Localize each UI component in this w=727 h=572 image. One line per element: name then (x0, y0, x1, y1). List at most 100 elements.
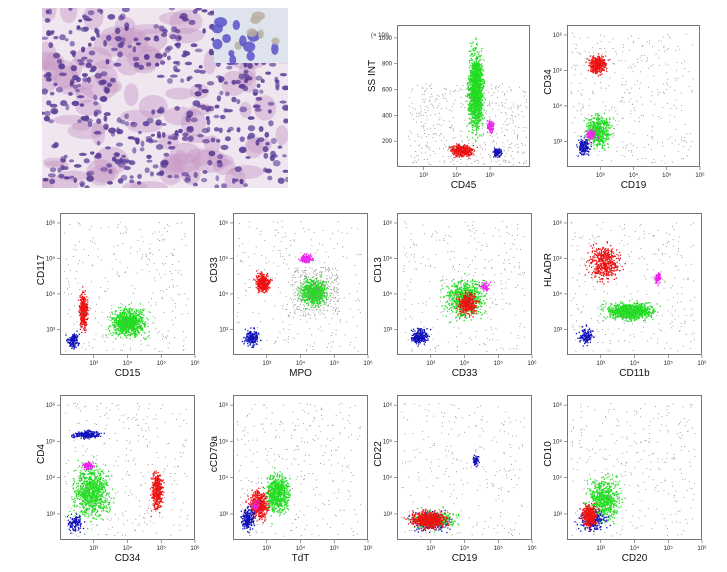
event-dot (114, 313, 116, 315)
event-dot (675, 128, 677, 130)
event-dot (602, 121, 604, 124)
event-dot (597, 126, 599, 128)
event-dot (476, 122, 478, 124)
event-dot (430, 114, 432, 116)
event-dot (596, 58, 598, 60)
event-dot (112, 324, 114, 326)
event-dot (474, 95, 476, 97)
event-dot (603, 69, 605, 72)
event-dot (599, 139, 601, 141)
event-dot (494, 151, 496, 154)
event-dot (452, 145, 454, 148)
event-dot (472, 85, 475, 87)
event-dot (605, 140, 607, 142)
event-dot (137, 322, 139, 324)
event-dot (525, 105, 527, 107)
event-dot (125, 321, 127, 323)
event-dot (490, 127, 492, 129)
event-dot (598, 129, 600, 131)
event-dot (587, 138, 589, 141)
event-dot (133, 330, 135, 332)
event-dot (483, 142, 485, 144)
event-dot (653, 158, 655, 160)
event-dot (474, 49, 476, 52)
event-dot (607, 143, 609, 145)
event-dot (630, 98, 631, 100)
event-dot (468, 89, 470, 91)
event-dot (117, 315, 119, 318)
event-dot (140, 328, 142, 331)
event-dot (591, 65, 594, 67)
event-dot (589, 134, 591, 136)
event-dot (582, 150, 584, 152)
event-dot (113, 326, 116, 329)
event-dot (473, 89, 475, 91)
event-dot (623, 101, 625, 103)
event-dot (118, 321, 120, 323)
event-dot (410, 155, 412, 157)
event-dot (461, 152, 464, 154)
event-dot (469, 107, 471, 109)
event-dot (115, 310, 118, 312)
event-dot (114, 326, 116, 328)
event-dot (473, 106, 475, 108)
event-dot (475, 96, 477, 99)
event-dot (476, 61, 478, 63)
event-dot (624, 156, 626, 158)
event-dot (414, 157, 415, 159)
event-dot (119, 325, 121, 327)
event-dot (461, 150, 463, 152)
event-dot (453, 90, 455, 92)
event-dot (476, 102, 478, 104)
event-dot (594, 68, 596, 70)
event-dot (594, 62, 597, 64)
event-dot (470, 53, 472, 55)
event-dot (663, 46, 665, 48)
event-dot (642, 46, 643, 47)
event-dot (122, 324, 124, 326)
event-dot (591, 121, 593, 123)
event-dot (474, 101, 476, 103)
event-dot (465, 100, 467, 102)
event-dot (411, 102, 413, 104)
event-dot (475, 159, 477, 161)
event-dot (604, 106, 606, 107)
event-dot (472, 81, 474, 84)
event-dot (469, 153, 471, 156)
event-dot (524, 151, 526, 153)
event-dot (601, 68, 603, 70)
event-dot (666, 82, 667, 84)
event-dot (610, 108, 612, 110)
event-dot (686, 133, 688, 135)
event-dot (475, 123, 478, 125)
event-dot (423, 127, 425, 129)
event-dot (118, 317, 120, 319)
event-dot (473, 73, 475, 76)
event-dot (584, 135, 586, 137)
event-dot (476, 109, 478, 111)
event-dot (662, 145, 664, 147)
event-dot (136, 325, 138, 328)
event-dot (464, 152, 466, 154)
event-dot (491, 131, 493, 133)
event-dot (660, 118, 662, 119)
event-dot (473, 54, 476, 56)
event-dot (446, 107, 447, 109)
event-dot (457, 145, 458, 147)
event-dot (579, 110, 581, 112)
event-dot (136, 334, 138, 336)
event-dot (517, 143, 518, 145)
event-dot (425, 144, 427, 146)
event-dot (135, 335, 137, 337)
event-dot (124, 323, 126, 325)
event-dot (606, 129, 609, 131)
event-dot (494, 154, 496, 156)
event-dot (432, 106, 434, 108)
event-dot (494, 149, 496, 151)
event-dot (585, 130, 587, 132)
event-dot (688, 149, 690, 151)
event-dot (607, 144, 609, 145)
event-dot (589, 141, 591, 144)
event-dot (445, 88, 446, 90)
event-dot (578, 139, 580, 141)
